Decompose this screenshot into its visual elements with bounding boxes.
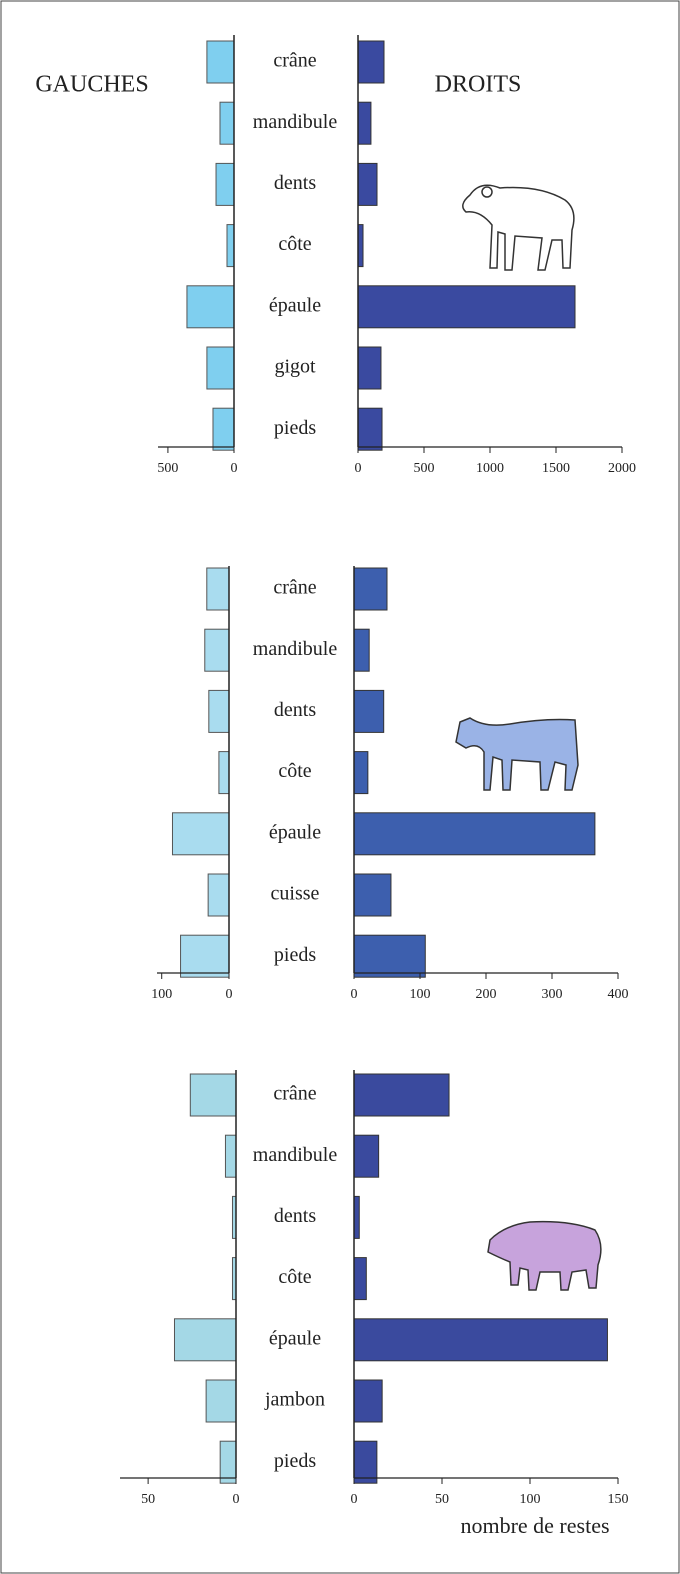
x-tick-label: 0 — [351, 1492, 358, 1507]
right-bar — [353, 628, 370, 672]
left-bar — [208, 689, 230, 733]
right-bar — [357, 346, 382, 390]
x-tick-label: 1000 — [476, 461, 504, 476]
left-bar — [215, 162, 235, 206]
right-bar — [357, 407, 383, 451]
x-tick-label: 0 — [355, 461, 362, 476]
right-bar — [357, 285, 576, 329]
category-label: mandibule — [253, 638, 338, 660]
sheep-icon — [462, 184, 575, 271]
left-bar — [206, 40, 235, 84]
right-bar — [353, 689, 385, 733]
x-tick-label: 100 — [410, 987, 431, 1002]
category-label: côte — [278, 233, 311, 255]
category-label: cuisse — [271, 883, 320, 905]
x-tick-label: 150 — [608, 1492, 629, 1507]
pig-icon — [487, 1220, 602, 1291]
x-axis-label: nombre de restes — [460, 1513, 609, 1538]
category-label: crâne — [273, 50, 316, 72]
right-bar — [357, 162, 378, 206]
right-bar — [353, 934, 426, 978]
x-tick-label: 0 — [351, 987, 358, 1002]
right-bar — [353, 751, 369, 795]
left-bar — [171, 812, 230, 856]
category-label: épaule — [269, 294, 321, 316]
left-bar — [207, 873, 230, 917]
right-bar — [353, 1134, 380, 1178]
legend-label: GAUCHES — [35, 72, 148, 98]
left-bar — [204, 628, 230, 672]
right-bar — [357, 101, 372, 145]
x-tick-label: 400 — [608, 987, 629, 1002]
left-bar — [180, 934, 230, 978]
x-tick-label: 0 — [233, 1492, 240, 1507]
left-bar — [219, 101, 235, 145]
x-tick-label: 50 — [141, 1492, 155, 1507]
left-bar — [205, 1379, 237, 1423]
left-bar — [224, 1134, 237, 1178]
x-tick-label: 200 — [476, 987, 497, 1002]
left-bar — [219, 1440, 237, 1484]
legend-label: DROITS — [435, 72, 522, 98]
x-tick-label: 2000 — [608, 461, 636, 476]
right-bar — [353, 1318, 608, 1362]
category-label: côte — [278, 1266, 311, 1288]
right-bar — [353, 812, 596, 856]
right-bar — [357, 40, 385, 84]
x-tick-label: 100 — [520, 1492, 541, 1507]
category-label: crâne — [273, 1083, 316, 1105]
right-bar — [353, 1440, 378, 1484]
category-label: crâne — [273, 577, 316, 599]
category-label: dents — [274, 699, 316, 721]
x-tick-label: 0 — [226, 987, 233, 1002]
x-tick-label: 0 — [231, 461, 238, 476]
right-bar — [353, 1073, 450, 1117]
category-label: mandibule — [253, 1144, 338, 1166]
left-bar — [226, 224, 235, 268]
x-tick-label: 1500 — [542, 461, 570, 476]
right-bar — [353, 567, 388, 611]
x-tick-label: 500 — [157, 461, 178, 476]
category-label: côte — [278, 760, 311, 782]
right-bar — [353, 1195, 360, 1239]
cow-icon — [455, 717, 579, 791]
right-bar — [353, 1379, 383, 1423]
right-bar — [353, 1257, 367, 1301]
x-tick-label: 300 — [542, 987, 563, 1002]
left-bar — [189, 1073, 237, 1117]
category-label: pieds — [274, 417, 316, 439]
left-bar — [206, 567, 230, 611]
category-label: pieds — [274, 944, 316, 966]
category-label: épaule — [269, 821, 321, 843]
x-tick-label: 500 — [414, 461, 435, 476]
left-bar — [212, 407, 235, 451]
category-label: gigot — [274, 356, 316, 378]
left-bar — [218, 751, 230, 795]
category-label: jambon — [264, 1389, 325, 1411]
left-bar — [206, 346, 235, 390]
category-label: épaule — [269, 1327, 321, 1349]
left-bar — [186, 285, 235, 329]
category-label: dents — [274, 172, 316, 194]
category-label: dents — [274, 1205, 316, 1227]
right-bar — [353, 873, 392, 917]
x-tick-label: 50 — [435, 1492, 449, 1507]
category-label: mandibule — [253, 111, 338, 133]
category-label: pieds — [274, 1450, 316, 1472]
x-tick-label: 100 — [151, 987, 172, 1002]
left-bar — [173, 1318, 237, 1362]
right-bar — [357, 224, 364, 268]
